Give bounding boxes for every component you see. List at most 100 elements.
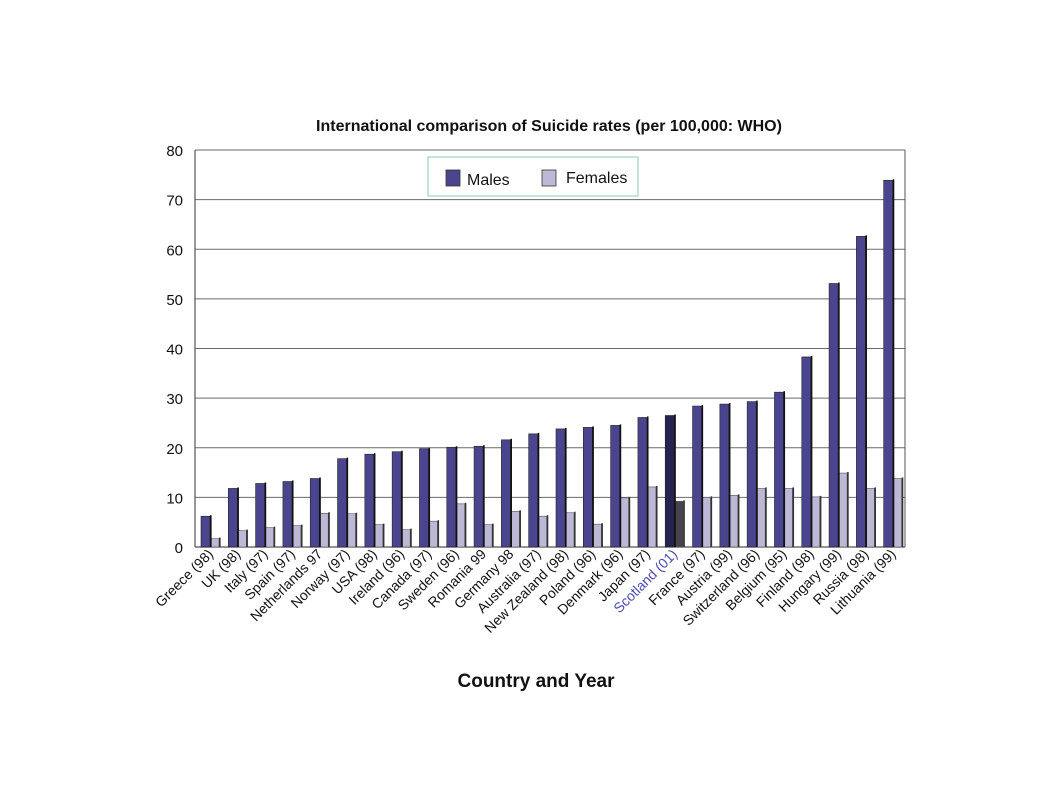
bar-males [364,453,375,548]
bar-females-side [273,526,276,547]
bar-females-side [847,472,849,547]
y-tick-label: 20 [166,441,183,458]
bar-females-side [219,537,221,547]
bar-males [419,448,429,548]
bar-males [501,439,511,548]
grid-lines [195,149,905,498]
bar-females-side [792,487,795,547]
y-tick-label: 80 [166,143,183,160]
bar-males [473,445,484,548]
bar-males-side [783,391,786,547]
legend-label-females: Females [566,170,627,187]
bar-females-side [710,496,713,547]
bar-females-side [492,523,494,547]
bar-males-side [619,424,622,547]
bar-males-side [892,179,895,548]
bar-males-side [701,405,704,547]
bar-males [200,515,211,548]
y-tick-label: 0 [175,540,183,557]
bar-females-side [601,523,603,547]
legend-label-males: Males [467,172,510,189]
chart-title: International comparison of Suicide rate… [316,118,782,135]
bar-females-side [382,523,385,547]
bar-males [528,433,538,548]
bar-males-side [346,457,349,547]
bar-males-side [865,235,867,547]
bar-males [555,428,566,548]
bar-males-side [264,482,267,547]
bar-males [883,179,893,548]
bar-males [309,478,320,548]
bar-males-side [373,453,376,547]
bar-males-side [210,515,212,547]
bar-males [801,356,812,548]
bar-males [337,458,347,548]
bar-females-side [628,496,631,547]
bar-males [774,391,784,548]
bar-females-side [901,477,904,547]
bar-females-side [519,510,521,547]
bar-females-side [437,520,440,547]
bar-females-side [574,511,576,547]
bar-males [228,488,238,548]
bar-males [391,451,402,548]
legend-swatch-females [541,169,557,187]
y-tick-label: 60 [166,242,183,259]
bar-males-side [756,400,758,547]
bar-males [664,415,675,548]
bar-males [692,405,702,548]
legend-box [427,156,639,197]
bar-males-side [646,416,649,547]
bar-females-side [683,500,685,547]
bar-females-side [874,487,876,547]
bar-males-side [319,477,321,547]
bar-males-side [728,403,731,547]
bar-males [719,403,730,548]
y-tick-label: 30 [166,391,183,408]
bar-females-side [410,528,412,547]
bar-males [255,483,265,548]
bar-males-side [401,450,403,547]
bar-females-side [737,494,740,547]
bar-females-side [546,515,549,547]
bar-females-side [328,512,330,547]
bar-males [282,481,293,548]
bar-males [583,427,593,548]
bar-males [746,401,757,548]
bar-females-side [655,485,658,547]
bar-females-side [464,502,467,547]
bar-males-side [537,432,540,547]
y-axis-ticks: 0 10 20 30 40 50 60 70 80 [166,143,183,557]
x-axis-ticks: Greece (98)UK (98)Italy (97)Spain (97)Ne… [152,546,899,636]
bar-males-side [237,487,239,547]
bar-females-side [246,529,248,547]
y-tick-label: 50 [166,292,183,309]
bar-males-side [483,445,485,547]
bar-males-side [455,446,458,547]
bar-males-side [810,355,813,547]
legend-swatch-males [445,169,461,187]
bar-males [856,236,866,548]
bar-females-side [300,524,303,547]
y-tick-label: 10 [166,490,183,507]
bar-males-side [838,282,840,547]
legend: Males Females [427,156,639,197]
bar-males-side [565,427,567,547]
bar-males [610,425,620,548]
bar-females-side [355,512,358,547]
bar-females-side [765,487,767,547]
y-tick-label: 70 [166,193,183,210]
x-axis-label: Country and Year [458,671,616,692]
bar-males [828,283,839,548]
bars [200,179,904,548]
y-tick-label: 40 [166,342,183,359]
bar-males-side [428,447,431,547]
bar-males-side [592,426,594,547]
bar-females-side [819,495,822,547]
bar-males [446,446,457,548]
bar-males [637,417,648,548]
bar-males-side [291,480,294,547]
bar-males-side [510,438,512,547]
bar-males-side [674,414,676,547]
